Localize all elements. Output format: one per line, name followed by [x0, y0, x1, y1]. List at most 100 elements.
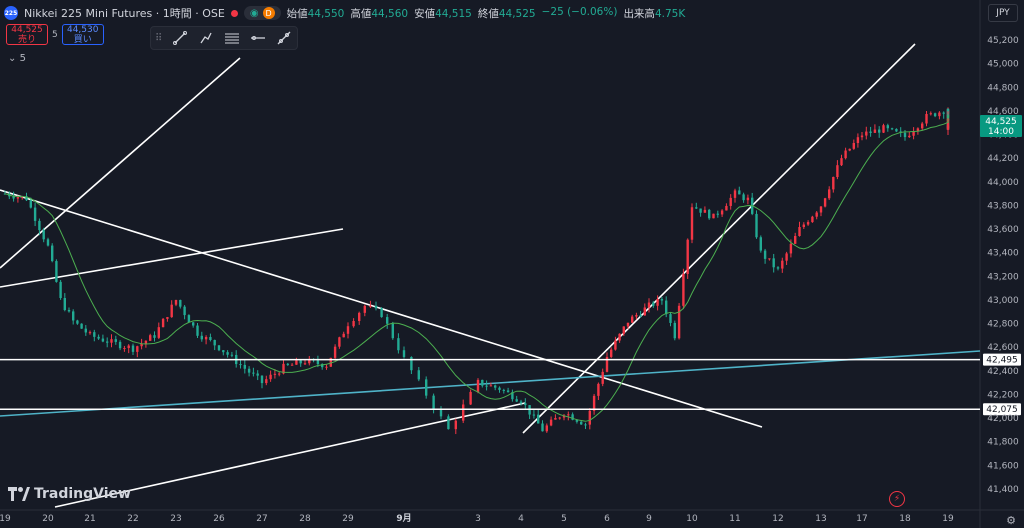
candle-body	[660, 299, 664, 301]
candle-body	[699, 208, 702, 213]
candle-body	[571, 414, 574, 420]
candle-body	[140, 343, 143, 347]
sell-button[interactable]: 44,525 売り	[6, 24, 48, 45]
horizontal-level-badge	[983, 403, 1021, 416]
candle-body	[136, 346, 139, 352]
x-tick-label: 29	[342, 514, 354, 524]
candle-body	[819, 206, 823, 213]
candle-body	[308, 359, 311, 364]
candle-body	[226, 352, 229, 355]
horizontal-line-tool-icon[interactable]	[250, 30, 266, 46]
candle-body	[532, 414, 536, 416]
candle-body	[626, 322, 630, 327]
status-pill[interactable]: ◉ D	[243, 6, 281, 20]
candle-body	[183, 306, 186, 316]
candle-body	[742, 194, 745, 201]
candle-body	[601, 371, 604, 384]
candle-body	[605, 356, 609, 372]
candle-body	[502, 389, 505, 391]
candle-body	[485, 385, 488, 387]
x-tick-label: 11	[729, 514, 740, 524]
horizontal-levels[interactable]: 42,495 42,075	[0, 353, 1021, 416]
candle-body	[815, 212, 818, 217]
sell-price: 44,525	[11, 25, 43, 35]
volume-value: 4.75K	[654, 7, 686, 20]
x-tick-label: 22	[127, 514, 138, 524]
candle-body	[204, 337, 208, 340]
spread-value: 5	[52, 29, 58, 40]
candle-body	[469, 391, 472, 405]
extended-line-tool-icon[interactable]	[276, 30, 292, 46]
candle-body	[610, 349, 613, 357]
y-tick-label: 44,000	[987, 178, 1019, 188]
candle-body	[16, 197, 20, 199]
close-label: 終値	[477, 7, 499, 20]
trend-lines[interactable]	[0, 43, 981, 508]
buy-label: 買い	[73, 34, 92, 45]
symbol-title[interactable]: Nikkei 225 Mini Futures · 1時間 · OSE	[24, 7, 225, 20]
candle-body	[828, 189, 831, 199]
candle-body	[763, 250, 767, 259]
replay-icon[interactable]: ⚡	[889, 491, 905, 507]
candle-body	[230, 354, 234, 356]
chevron-down-icon: ⌄	[8, 53, 17, 64]
candle-body	[243, 364, 246, 369]
time-axis[interactable]: 19 20 21 22 23 26 27 28 29 9月 3 4 5 6 9 10 11 12 13 17 18 19	[0, 513, 954, 524]
candle-body	[213, 340, 216, 346]
trendline-upper-left	[0, 57, 241, 269]
candle-body	[729, 197, 732, 206]
candle-body	[489, 385, 493, 387]
y-tick-label: 43,600	[987, 225, 1019, 235]
candle-body	[652, 302, 655, 306]
candle-body	[746, 197, 750, 201]
price-axis[interactable]: 45,20045,00044,80044,60044,40044,20044,0…	[987, 36, 1019, 495]
candle-body	[342, 333, 345, 338]
x-tick-label: 17	[856, 514, 867, 524]
candle-body	[665, 300, 668, 315]
candle-body	[410, 356, 413, 371]
candle-body	[592, 395, 596, 411]
candle-body	[303, 363, 307, 365]
candle-body	[873, 129, 877, 133]
candle-body	[703, 209, 707, 213]
candle-body	[912, 131, 915, 136]
candle-body	[196, 325, 199, 336]
ray-tool-icon[interactable]	[198, 30, 214, 46]
candle-body	[519, 401, 523, 404]
candle-body	[397, 338, 400, 351]
x-tick-label: 19	[0, 514, 11, 524]
candle-body	[647, 302, 651, 308]
candle-body	[669, 314, 672, 323]
y-tick-label: 41,600	[987, 461, 1019, 471]
candle-body	[755, 213, 758, 238]
candle-body	[942, 112, 945, 114]
candle-body	[170, 304, 173, 318]
indicator-toggle[interactable]: ⌄ 5	[8, 53, 26, 64]
candle-body	[832, 176, 835, 190]
candle-body	[273, 373, 277, 375]
currency-button[interactable]: JPY	[988, 4, 1018, 22]
candle-body	[106, 341, 109, 343]
trendline-tool-icon[interactable]	[172, 30, 188, 46]
fib-tool-icon[interactable]	[224, 30, 240, 46]
candle-body	[938, 112, 941, 117]
candle-body	[524, 403, 527, 406]
tradingview-logo[interactable]: TradingView	[8, 486, 131, 502]
drag-handle-icon[interactable]: ⠿	[155, 32, 163, 44]
candle-body	[252, 372, 255, 374]
candle-body	[157, 327, 160, 338]
candle-body	[179, 299, 182, 307]
candle-body	[712, 213, 715, 219]
buy-button[interactable]: 44,530 買い	[61, 24, 104, 45]
gear-icon[interactable]: ⚙	[1006, 514, 1016, 527]
candle-body	[725, 205, 728, 211]
market-status-dot	[230, 9, 238, 17]
last-price-label: 44,525	[985, 117, 1017, 127]
candle-body	[447, 416, 450, 430]
x-tick-label: 23	[170, 514, 181, 524]
candle-body	[59, 281, 62, 299]
x-tick-label: 9月	[396, 513, 411, 524]
candle-body	[166, 317, 169, 319]
